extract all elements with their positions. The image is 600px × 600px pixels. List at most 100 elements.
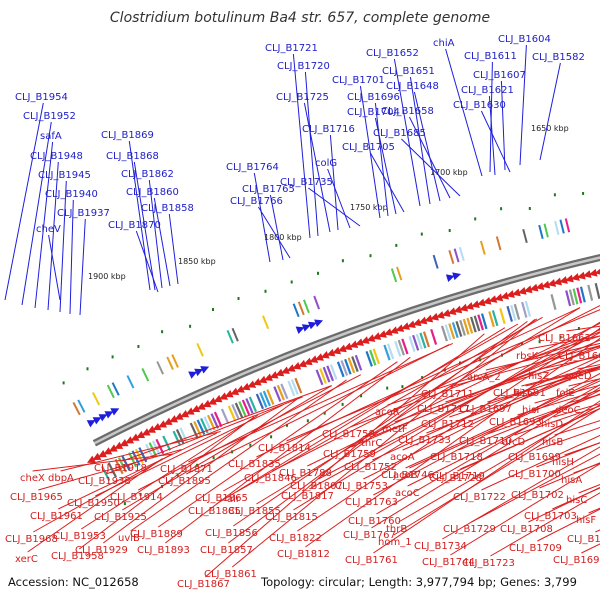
reverse-gene-label: CLJ_B1889 [130,529,183,540]
reverse-feature-band [287,380,296,397]
reverse-feature-band [162,435,172,451]
reverse-gene-arrow [424,314,434,323]
reverse-label-line [426,367,600,434]
forward-gene-arrow [194,368,204,377]
reverse-gene-arrow [500,291,510,300]
reverse-feature-band [576,287,583,304]
reverse-gene-label: CLJ_B1702 [511,490,564,501]
forward-gene-label: CLJ_B1735 [280,177,333,188]
reverse-gene-arrow [146,425,156,433]
forward-feature-band [538,224,544,239]
forward-gene-label: CLJ_B1582 [532,52,585,63]
gc-mark-inner [421,376,424,380]
forward-gene-label: CLJ_B1621 [461,85,514,96]
reverse-gene-label: CLJ_B1710 [459,436,512,447]
reverse-feature-band [294,377,303,394]
reverse-label-line [223,323,519,492]
reverse-feature-band [245,398,254,414]
reverse-feature-band [587,284,594,301]
reverse-gene-label: CLJ_B1893 [137,545,190,556]
forward-gene-arrow [188,371,198,379]
reverse-feature-band [206,414,216,431]
reverse-label-line [60,431,221,472]
reverse-gene-label: CLJ_B1722 [453,492,506,503]
tick-label: 1700 kbp [430,168,468,177]
reverse-gene-label: CLJ_B1953 [53,531,106,542]
forward-gene-label: CLJ_B1937 [57,208,110,219]
forward-feature-band [297,301,305,316]
reverse-gene-arrow [163,417,173,425]
accession-text: Accession: NC_012658 [8,575,139,589]
reverse-gene-arrow [435,311,445,319]
gc-mark-outer [553,193,556,197]
reverse-feature-band [408,336,416,352]
reverse-gene-label: CLJ_B1761 [345,555,398,566]
reverse-gene-arrow [280,366,290,374]
reverse-feature-band [248,396,258,413]
forward-feature-band [495,236,502,251]
reverse-feature-band [266,389,275,405]
gc-mark-inner [323,411,326,415]
forward-label-line [519,44,527,166]
gc-mark-outer [212,308,214,311]
forward-label-line [308,187,361,227]
gc-mark-inner [559,335,562,339]
reverse-label-line [231,319,536,568]
reverse-feature-band [455,320,463,337]
forward-label-line [374,102,389,217]
reverse-gene-label: CLJ_B1709 [509,543,562,554]
reverse-label-line [402,366,600,451]
forward-gene-label: safA [40,131,62,142]
tick-layer: 1650 kbp 1700 kbp 1750 kbp 1800 kbp 1850 kbp… [88,124,569,281]
forward-label-line [500,80,506,171]
forward-label-line [409,76,431,205]
reverse-label-line [405,378,600,469]
reverse-feature-band [241,399,251,416]
reverse-label-line [490,492,600,557]
reverse-label-line [351,339,600,448]
forward-feature-band [313,295,321,310]
reverse-feature-band [448,323,456,340]
reverse-gene-arrow [517,286,527,295]
reverse-gene-label: CLJ_B1857 [200,545,253,556]
gc-mark-outer [111,355,114,359]
forward-label-line [34,141,54,309]
reverse-feature-band [319,368,327,384]
forward-gene-arrow [110,408,120,416]
reverse-gene-arrow [241,382,251,391]
reverse-label-line [58,432,217,510]
forward-gene-label: CLJ_B1765 [242,184,295,195]
gc-mark-outer [369,254,372,258]
reverse-label-line [487,368,600,403]
reverse-gene-label: uviB [118,533,140,544]
reverse-gene-label: CLJ_B1729 [443,524,496,535]
reverse-feature-band [315,369,324,386]
reverse-feature-band [354,354,363,371]
reverse-gene-arrow [191,404,201,413]
forward-gene-label: CLJ_B1766 [230,196,283,207]
reverse-gene-arrow [337,344,347,353]
forward-label-line [4,102,44,301]
forward-gene-arrow [295,326,305,334]
forward-label-line [393,58,421,207]
reverse-label-line [449,345,600,388]
forward-gene-label: CLJ_B1705 [342,142,395,153]
forward-feature-band [559,219,565,234]
gc-mark-outer [290,280,293,284]
reverse-gene-arrow [343,342,353,351]
reverse-gene-label: CLJ_B1958 [51,551,104,562]
reverse-gene-arrow [470,300,480,308]
reverse-feature-band [175,429,185,445]
reverse-feature-band [114,458,124,475]
map-title: Clostridium botulinum Ba4 str. 657, comp… [110,10,490,26]
reverse-feature-band [262,390,271,407]
reverse-label-line [373,400,600,554]
gc-mark-inner [538,340,541,344]
forward-gene-label: CLJ_B1945 [38,170,91,181]
reverse-gene-arrow [406,320,416,329]
reverse-gene-arrow [506,290,515,298]
forward-label-line [329,134,339,231]
reverse-feature-band [383,344,391,361]
reverse-gene-label: CLJ_B1961 [30,511,83,522]
